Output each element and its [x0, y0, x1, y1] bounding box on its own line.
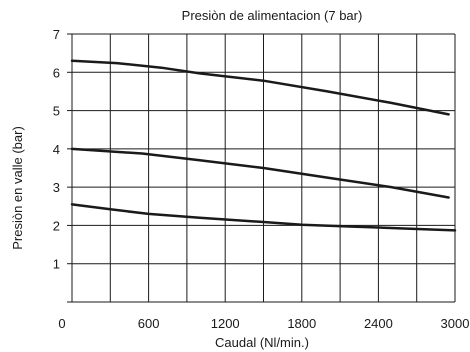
tick-labels: 1 2 3 4 5 6 7 0 600 1200 1800 2400 3000	[53, 27, 470, 331]
x-axis-label: Caudal (Nl/min.)	[215, 335, 309, 350]
x-tick-label: 3000	[441, 316, 470, 331]
series-lines	[70, 59, 457, 232]
y-tick-label: 1	[53, 257, 60, 272]
y-tick-label: 3	[53, 180, 60, 195]
series-line-1	[70, 59, 450, 116]
x-tick-label: 600	[138, 316, 160, 331]
y-tick-label: 7	[53, 27, 60, 42]
y-tick-label: 6	[53, 65, 60, 80]
x-tick-label: 0	[58, 316, 65, 331]
y-axis-label: Presiòn en valle (bar)	[10, 126, 25, 250]
series-line-2	[70, 147, 450, 199]
chart-title: Presiòn de alimentacion (7 bar)	[182, 8, 363, 23]
x-tick-label: 1800	[287, 316, 316, 331]
y-tick-label: 5	[53, 104, 60, 119]
y-tick-label: 2	[53, 218, 60, 233]
x-tick-label: 1200	[211, 316, 240, 331]
y-tick-label: 4	[53, 142, 60, 157]
x-tick-label: 2400	[364, 316, 393, 331]
series-line-3	[70, 203, 457, 232]
